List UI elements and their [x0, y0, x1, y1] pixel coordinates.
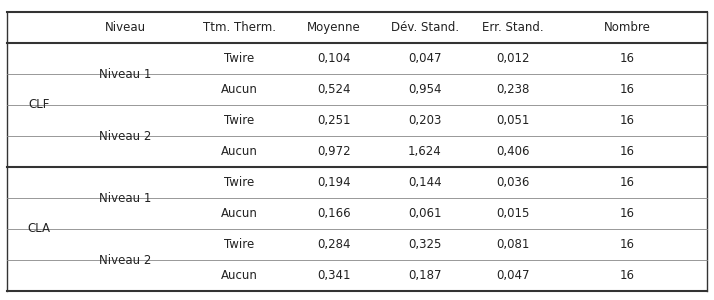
Text: 0,012: 0,012	[496, 52, 529, 65]
Text: 0,341: 0,341	[318, 269, 351, 282]
Text: 0,325: 0,325	[408, 238, 441, 251]
Text: 0,406: 0,406	[496, 145, 529, 158]
Text: Niveau: Niveau	[104, 21, 146, 34]
Text: 16: 16	[619, 176, 635, 189]
Text: Aucun: Aucun	[221, 207, 258, 220]
Text: Twire: Twire	[224, 114, 254, 127]
Text: 0,251: 0,251	[318, 114, 351, 127]
Text: 0,144: 0,144	[408, 176, 442, 189]
Text: 0,238: 0,238	[496, 83, 529, 96]
Text: 16: 16	[619, 238, 635, 251]
Text: Moyenne: Moyenne	[307, 21, 361, 34]
Text: Twire: Twire	[224, 238, 254, 251]
Text: Aucun: Aucun	[221, 145, 258, 158]
Text: Aucun: Aucun	[221, 83, 258, 96]
Text: Niveau 1: Niveau 1	[99, 191, 151, 205]
Text: 0,036: 0,036	[496, 176, 529, 189]
Text: 0,015: 0,015	[496, 207, 529, 220]
Text: 0,051: 0,051	[496, 114, 529, 127]
Text: 0,954: 0,954	[408, 83, 441, 96]
Text: 0,203: 0,203	[408, 114, 441, 127]
Text: 16: 16	[619, 52, 635, 65]
Text: Niveau 2: Niveau 2	[99, 130, 151, 142]
Text: Err. Stand.: Err. Stand.	[482, 21, 543, 34]
Text: Nombre: Nombre	[603, 21, 650, 34]
Text: 16: 16	[619, 207, 635, 220]
Text: CLF: CLF	[29, 98, 50, 112]
Text: Niveau 1: Niveau 1	[99, 68, 151, 80]
Text: Aucun: Aucun	[221, 269, 258, 282]
Text: 0,047: 0,047	[496, 269, 529, 282]
Text: Twire: Twire	[224, 52, 254, 65]
Text: Niveau 2: Niveau 2	[99, 254, 151, 266]
Text: 0,187: 0,187	[408, 269, 441, 282]
Text: 0,166: 0,166	[317, 207, 351, 220]
Text: 0,047: 0,047	[408, 52, 441, 65]
Text: 0,524: 0,524	[318, 83, 351, 96]
Text: 0,104: 0,104	[318, 52, 351, 65]
Text: 0,061: 0,061	[408, 207, 441, 220]
Text: Twire: Twire	[224, 176, 254, 189]
Text: Ttm. Therm.: Ttm. Therm.	[203, 21, 276, 34]
Text: 16: 16	[619, 269, 635, 282]
Text: Dév. Stand.: Dév. Stand.	[391, 21, 459, 34]
Text: CLA: CLA	[28, 223, 51, 236]
Text: 16: 16	[619, 114, 635, 127]
Text: 1,624: 1,624	[408, 145, 442, 158]
Text: 0,972: 0,972	[317, 145, 351, 158]
Text: 0,081: 0,081	[496, 238, 529, 251]
Text: 16: 16	[619, 145, 635, 158]
Text: 0,284: 0,284	[318, 238, 351, 251]
Text: 16: 16	[619, 83, 635, 96]
Text: 0,194: 0,194	[317, 176, 351, 189]
